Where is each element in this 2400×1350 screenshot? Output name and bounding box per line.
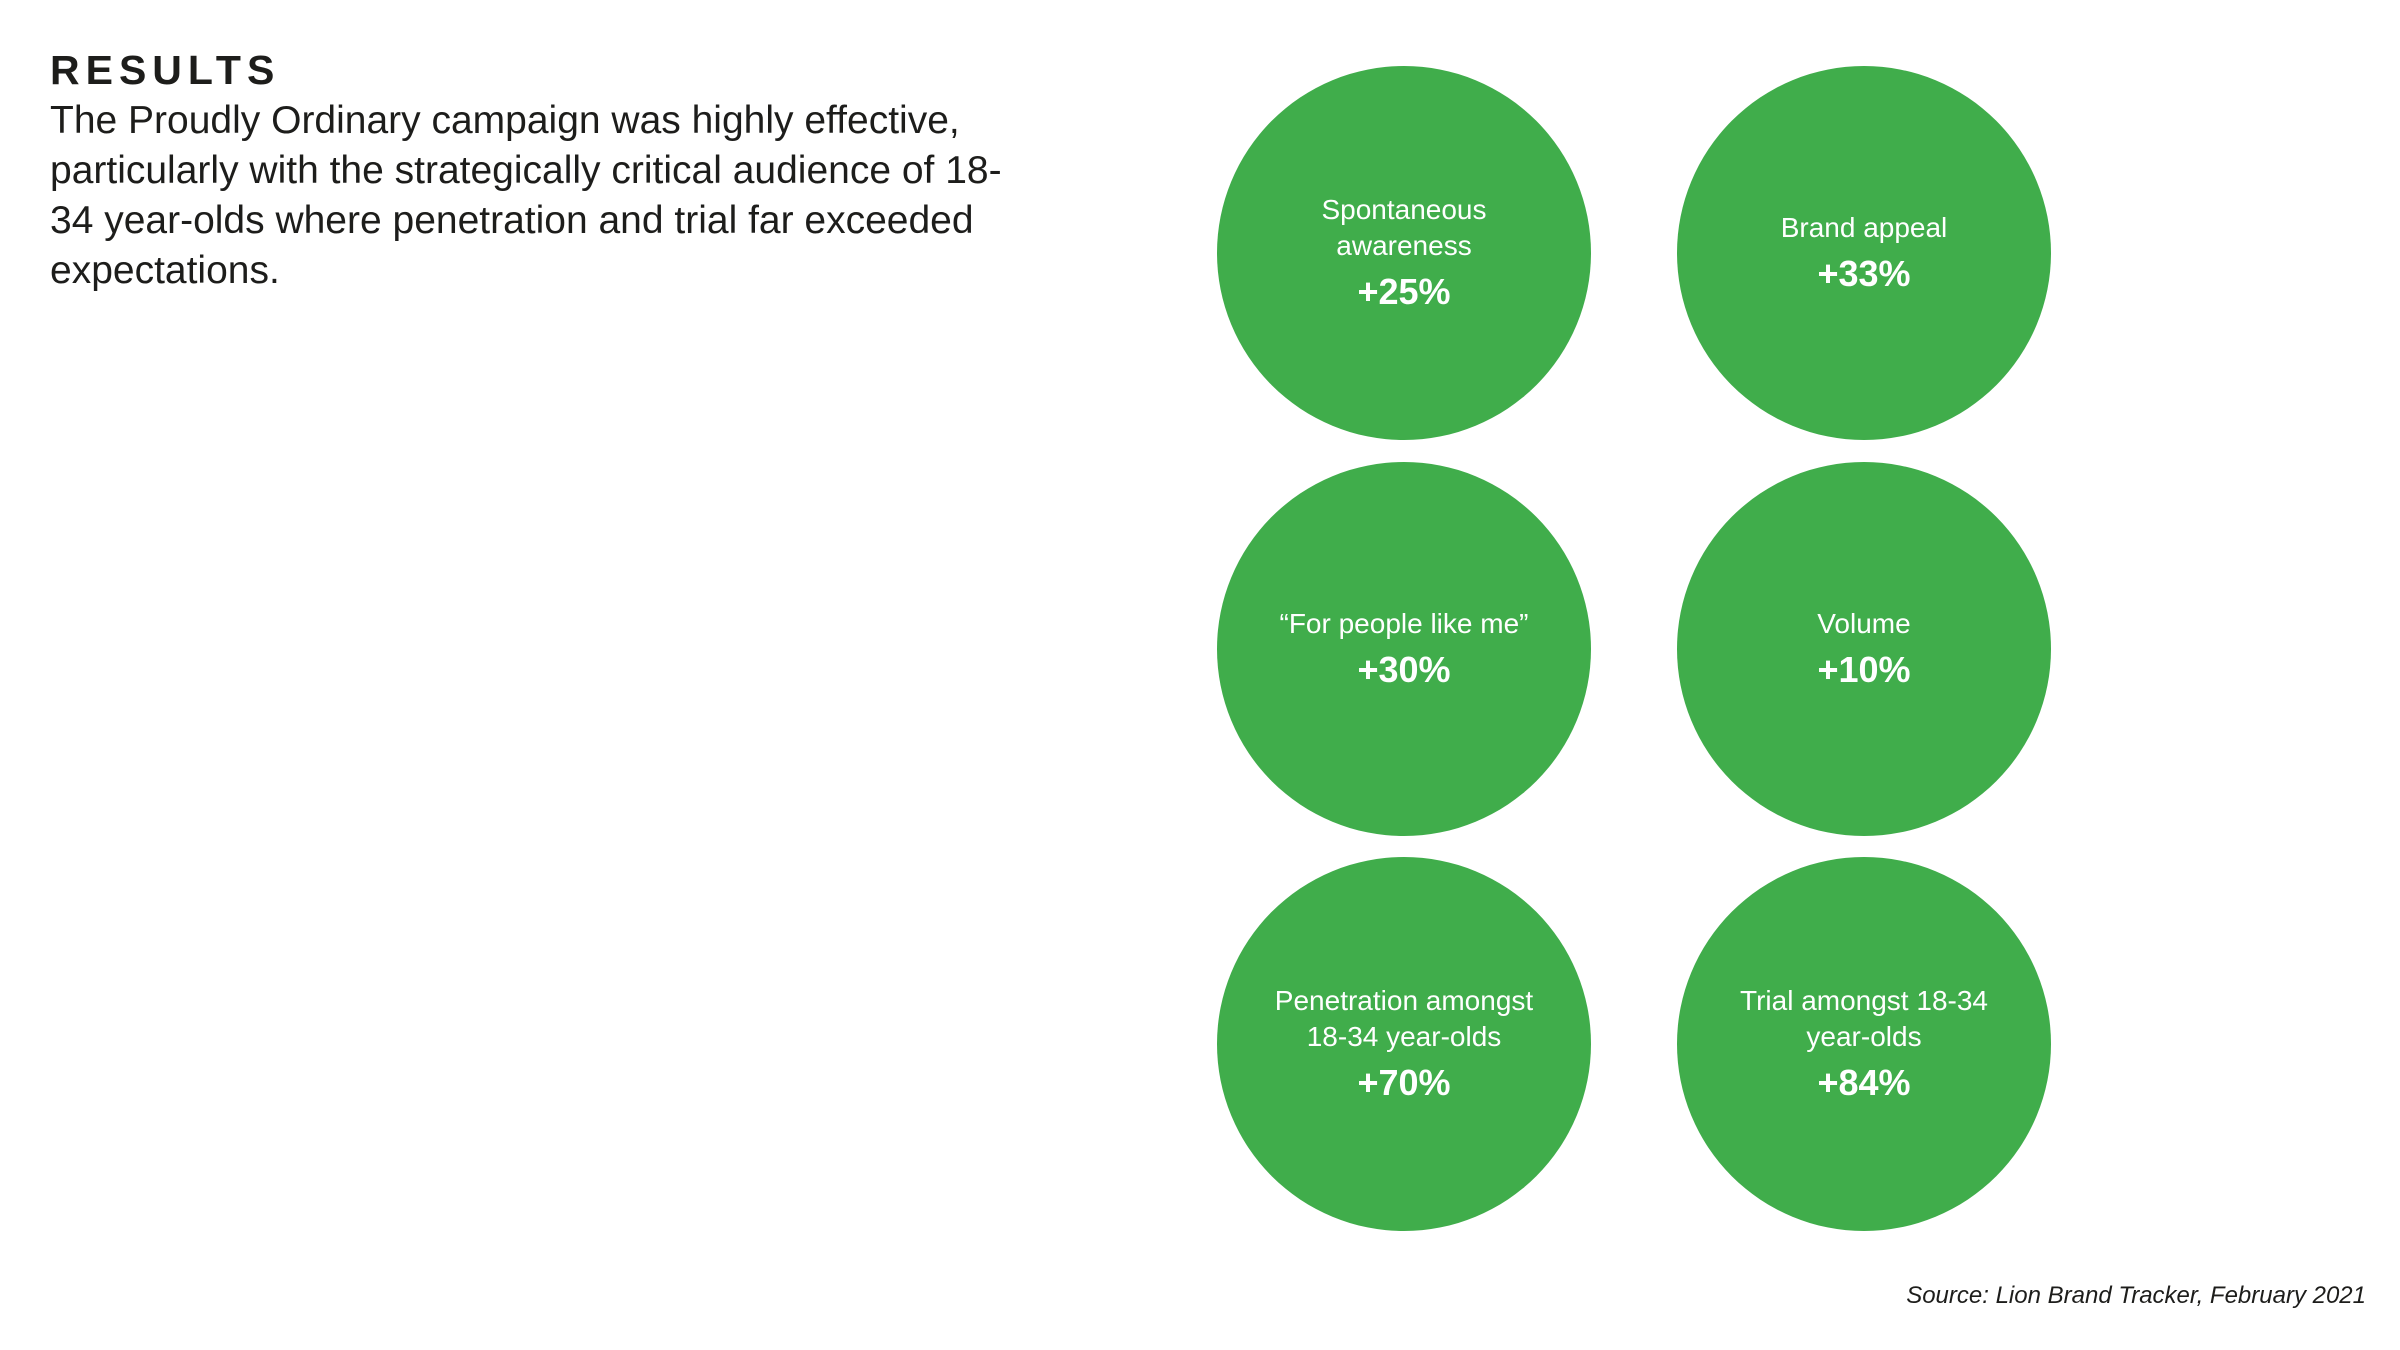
metric-circle-spontaneous-awareness: Spontaneous awareness +25% — [1217, 66, 1591, 440]
metric-label: Penetration amongst 18-34 year-olds — [1274, 985, 1534, 1052]
metric-circle-volume: Volume +10% — [1677, 462, 2051, 836]
metric-value: +30% — [1357, 649, 1451, 690]
metric-value: +33% — [1817, 253, 1911, 294]
metric-circle-brand-appeal: Brand appeal +33% — [1677, 66, 2051, 440]
metric-label: “For people like me” — [1279, 608, 1529, 639]
metric-value: +25% — [1357, 271, 1451, 312]
metric-label: Spontaneous awareness — [1321, 194, 1487, 261]
metric-circle-penetration: Penetration amongst 18-34 year-olds +70% — [1217, 857, 1591, 1231]
metric-circle-for-people-like-me: “For people like me” +30% — [1217, 462, 1591, 836]
intro-text: The Proudly Ordinary campaign was highly… — [50, 99, 1002, 292]
metric-value: +84% — [1817, 1062, 1911, 1103]
source-note: Source: Lion Brand Tracker, February 202… — [1906, 1282, 2366, 1309]
results-heading: RESULTS — [50, 47, 281, 93]
metric-label: Trial amongst 18-34 year-olds — [1740, 985, 1988, 1052]
metric-value: +10% — [1817, 649, 1911, 690]
metric-label: Volume — [1817, 608, 1911, 639]
metric-value: +70% — [1357, 1062, 1451, 1103]
metric-circle-trial: Trial amongst 18-34 year-olds +84% — [1677, 857, 2051, 1231]
metric-label: Brand appeal — [1780, 212, 1948, 243]
